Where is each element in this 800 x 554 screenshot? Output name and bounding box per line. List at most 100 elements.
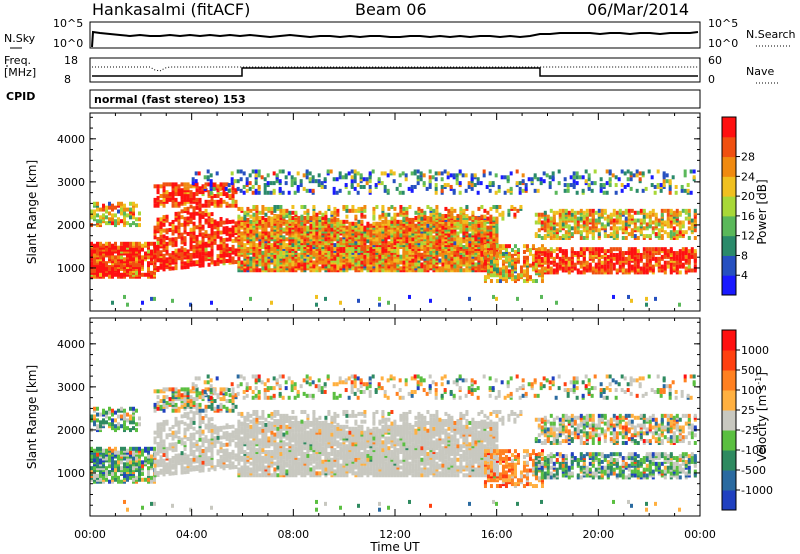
power-cell bbox=[114, 205, 117, 210]
power-cell bbox=[168, 192, 172, 197]
power-cell bbox=[549, 222, 553, 227]
power-cell bbox=[459, 227, 463, 232]
power-cell bbox=[269, 181, 273, 186]
power-cell bbox=[192, 206, 196, 211]
power-cell bbox=[557, 169, 561, 174]
power-cell bbox=[195, 182, 199, 187]
power-cell bbox=[186, 186, 190, 191]
power-cell bbox=[534, 220, 538, 225]
power-cell bbox=[311, 179, 315, 184]
power-cell bbox=[672, 254, 676, 259]
power-cell bbox=[363, 260, 367, 265]
power-cell bbox=[159, 250, 163, 255]
power-cell bbox=[108, 205, 111, 210]
power-cell bbox=[513, 263, 517, 268]
power-cell bbox=[633, 262, 637, 267]
power-cell bbox=[606, 268, 610, 273]
power-cell bbox=[338, 175, 342, 180]
power-cell bbox=[672, 226, 676, 231]
power-cell bbox=[543, 247, 547, 252]
power-cell bbox=[266, 190, 270, 195]
power-cell bbox=[450, 219, 454, 224]
power-cell bbox=[369, 256, 373, 261]
power-cell bbox=[594, 251, 598, 256]
power-cell bbox=[309, 233, 313, 238]
power-cell bbox=[162, 215, 166, 220]
power-cell bbox=[204, 212, 208, 217]
power-cell bbox=[333, 210, 337, 215]
power-cell bbox=[159, 217, 163, 222]
power-cell bbox=[624, 226, 628, 231]
power-cell bbox=[216, 244, 220, 249]
power-cell bbox=[417, 206, 421, 211]
power-cell bbox=[99, 219, 102, 224]
power-cell bbox=[378, 302, 381, 307]
power-cell bbox=[396, 212, 400, 217]
power-cell bbox=[636, 218, 640, 223]
power-cell bbox=[584, 169, 588, 174]
power-cell bbox=[498, 212, 502, 217]
power-cell bbox=[249, 219, 253, 224]
power-cell bbox=[189, 212, 193, 217]
power-cell bbox=[162, 267, 166, 272]
power-cell bbox=[186, 210, 190, 215]
power-cell bbox=[168, 258, 172, 263]
power-cell bbox=[275, 173, 279, 178]
power-cell bbox=[368, 184, 372, 189]
power-cell bbox=[333, 264, 337, 269]
power-cell bbox=[408, 217, 412, 222]
power-cell bbox=[327, 250, 331, 255]
power-cell bbox=[522, 273, 526, 278]
nsky-tick-low: 10^0 bbox=[53, 37, 84, 50]
power-cell bbox=[282, 254, 286, 259]
power-cell bbox=[426, 204, 430, 209]
power-cell bbox=[219, 249, 223, 254]
power-cell bbox=[245, 181, 249, 186]
power-cell bbox=[165, 241, 169, 246]
velocity-cell bbox=[108, 479, 111, 484]
power-cell bbox=[171, 243, 175, 248]
power-cell bbox=[558, 212, 562, 217]
power-cell bbox=[236, 179, 240, 184]
power-cell bbox=[126, 263, 129, 268]
power-cell bbox=[615, 252, 619, 257]
power-cell bbox=[480, 260, 484, 265]
power-cell bbox=[413, 184, 417, 189]
power-cell bbox=[129, 207, 132, 212]
power-cell bbox=[156, 201, 160, 206]
power-cell bbox=[219, 230, 223, 235]
power-cell bbox=[416, 175, 420, 180]
power-cell bbox=[183, 186, 187, 191]
power-cell bbox=[627, 254, 631, 259]
power-cell bbox=[381, 235, 385, 240]
power-cell bbox=[147, 249, 150, 254]
power-cell bbox=[456, 246, 460, 251]
power-cell bbox=[257, 190, 261, 195]
power-cell bbox=[371, 169, 375, 174]
power-cell bbox=[606, 260, 610, 265]
power-cell bbox=[527, 177, 531, 182]
power-cell bbox=[171, 203, 175, 208]
power-cell bbox=[540, 256, 544, 261]
power-cell bbox=[345, 208, 349, 213]
power-cell bbox=[642, 254, 646, 259]
ytick-label: 2000 bbox=[57, 219, 85, 232]
power-cell bbox=[276, 260, 280, 265]
power-cell bbox=[402, 216, 406, 221]
power-cell bbox=[450, 229, 454, 234]
velocity-cell bbox=[102, 448, 105, 453]
power-cell bbox=[315, 235, 319, 240]
power-cell bbox=[675, 264, 679, 269]
power-cell bbox=[177, 225, 181, 230]
power-cell bbox=[114, 223, 117, 228]
power-cell bbox=[350, 179, 354, 184]
power-cell bbox=[435, 250, 439, 255]
power-cell bbox=[299, 183, 303, 188]
power-cell bbox=[447, 208, 451, 213]
power-cell bbox=[489, 217, 493, 222]
power-cell bbox=[555, 222, 559, 227]
power-cell bbox=[111, 243, 114, 248]
power-cell bbox=[249, 296, 252, 301]
power-cell bbox=[660, 208, 664, 213]
power-cell bbox=[537, 269, 541, 274]
